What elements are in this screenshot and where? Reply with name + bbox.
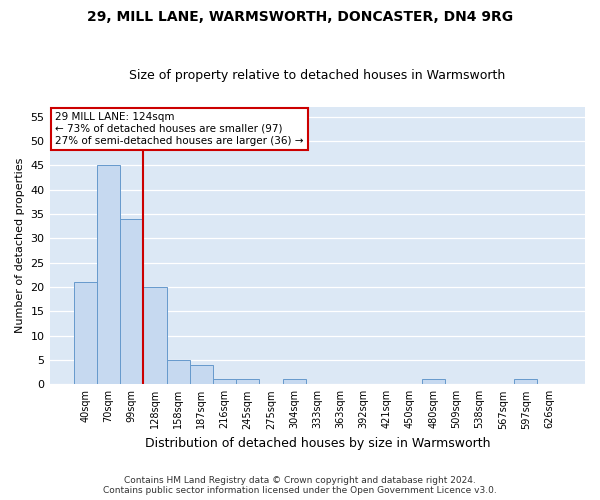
Bar: [120, 219, 143, 384]
Bar: [167, 360, 190, 384]
Bar: [213, 380, 236, 384]
Bar: [143, 287, 167, 384]
Bar: [97, 165, 120, 384]
Bar: [283, 380, 305, 384]
Bar: [236, 380, 259, 384]
Text: 29 MILL LANE: 124sqm
← 73% of detached houses are smaller (97)
27% of semi-detac: 29 MILL LANE: 124sqm ← 73% of detached h…: [55, 112, 304, 146]
Title: Size of property relative to detached houses in Warmsworth: Size of property relative to detached ho…: [129, 69, 505, 82]
Bar: [514, 380, 538, 384]
Y-axis label: Number of detached properties: Number of detached properties: [15, 158, 25, 333]
Bar: [74, 282, 97, 384]
Bar: [190, 365, 213, 384]
X-axis label: Distribution of detached houses by size in Warmsworth: Distribution of detached houses by size …: [145, 437, 490, 450]
Text: Contains HM Land Registry data © Crown copyright and database right 2024.
Contai: Contains HM Land Registry data © Crown c…: [103, 476, 497, 495]
Bar: [422, 380, 445, 384]
Text: 29, MILL LANE, WARMSWORTH, DONCASTER, DN4 9RG: 29, MILL LANE, WARMSWORTH, DONCASTER, DN…: [87, 10, 513, 24]
